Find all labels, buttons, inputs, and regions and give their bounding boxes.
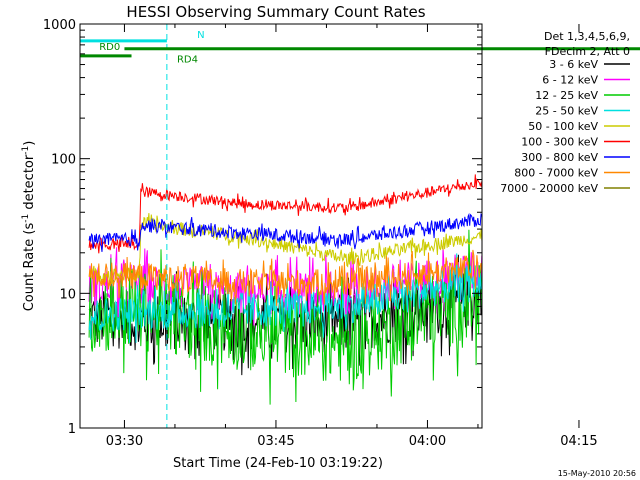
series-line-3 bbox=[88, 253, 482, 343]
legend-header-line: FDecim 2, Att 0 bbox=[545, 45, 630, 58]
series-line-7 bbox=[88, 249, 482, 307]
y-axis-label-sup2: -1 bbox=[21, 146, 31, 155]
series-line-5 bbox=[88, 174, 482, 254]
chart-title: HESSI Observing Summary Count Rates bbox=[126, 3, 425, 21]
series-line-1 bbox=[88, 245, 482, 332]
legend-header-line: Det 1,3,4,5,6,9, bbox=[544, 30, 630, 43]
legend-entry-label: 50 - 100 keV bbox=[528, 120, 598, 133]
x-tick-label: 04:15 bbox=[560, 434, 597, 449]
x-tick-label: 04:00 bbox=[409, 434, 446, 449]
legend-entry-label: 300 - 800 keV bbox=[521, 151, 598, 164]
annotation-rd4: RD4 bbox=[177, 54, 198, 65]
x-tick-label: 03:45 bbox=[257, 434, 294, 449]
annotation-n: N bbox=[197, 30, 204, 41]
y-tick-label: 1000 bbox=[43, 18, 76, 33]
y-axis-label: Count Rate (s-1 detector-1) bbox=[21, 141, 37, 312]
y-tick-label: 100 bbox=[51, 153, 76, 168]
legend-entry-label: 7000 - 20000 keV bbox=[500, 182, 598, 195]
series-line-2 bbox=[88, 229, 482, 405]
flag-layer: RD0 N RD4 bbox=[80, 30, 640, 65]
y-axis-label-sup1: -1 bbox=[21, 214, 31, 223]
series-layer bbox=[88, 174, 482, 405]
y-axis-label-mid: detector bbox=[22, 154, 37, 214]
annotation-rd0: RD0 bbox=[99, 42, 120, 53]
x-axis-label: Start Time (24-Feb-10 03:19:22) bbox=[173, 456, 383, 471]
x-tick-label: 03:30 bbox=[106, 434, 143, 449]
legend: Det 1,3,4,5,6,9, FDecim 2, Att 03 - 6 keV… bbox=[500, 30, 630, 195]
timestamp: 15-May-2010 20:56 bbox=[558, 469, 636, 478]
legend-entry-label: 100 - 300 keV bbox=[521, 136, 598, 149]
legend-entry-label: 12 - 25 keV bbox=[535, 89, 598, 102]
series-line-6 bbox=[88, 212, 482, 252]
legend-entry-label: 25 - 50 keV bbox=[535, 105, 598, 118]
legend-entry-label: 6 - 12 keV bbox=[542, 74, 598, 87]
legend-entry-label: 3 - 6 keV bbox=[549, 58, 598, 71]
y-tick-label: 10 bbox=[59, 287, 76, 302]
y-axis-label-main: Count Rate (s bbox=[22, 223, 37, 312]
y-tick-label: 1 bbox=[68, 422, 76, 437]
y-axis-label-end: ) bbox=[22, 141, 37, 146]
legend-entry-label: 800 - 7000 keV bbox=[514, 167, 598, 180]
plot-frame bbox=[79, 23, 483, 429]
